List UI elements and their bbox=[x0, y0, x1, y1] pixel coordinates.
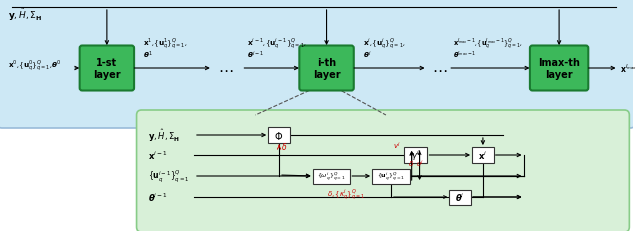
FancyBboxPatch shape bbox=[0, 0, 636, 128]
FancyBboxPatch shape bbox=[136, 110, 629, 231]
Text: 1-st
layer: 1-st layer bbox=[93, 58, 121, 79]
Text: $\delta$: $\delta$ bbox=[408, 158, 413, 167]
Text: $\mathbf{y},\hat{H},\Sigma_{\mathbf{H}}$: $\mathbf{y},\hat{H},\Sigma_{\mathbf{H}}$ bbox=[8, 6, 42, 23]
Text: $\Phi$: $\Phi$ bbox=[275, 129, 284, 141]
Text: $\mathbf{x}^{i}$: $\mathbf{x}^{i}$ bbox=[478, 149, 488, 161]
Text: $\mathbf{x}^{i-1}$: $\mathbf{x}^{i-1}$ bbox=[148, 149, 168, 161]
Text: $\boldsymbol{\theta}^{i-1}$: $\boldsymbol{\theta}^{i-1}$ bbox=[148, 191, 168, 203]
FancyBboxPatch shape bbox=[372, 169, 410, 184]
Text: $\mathbf{x}^{0}$,$\{\mathbf{u}^{0}_{q}\}^{Q}_{q=1}$,$\boldsymbol{\theta}^{0}$: $\mathbf{x}^{0}$,$\{\mathbf{u}^{0}_{q}\}… bbox=[8, 58, 61, 73]
FancyBboxPatch shape bbox=[268, 128, 290, 143]
Text: $\boldsymbol{\theta}^{i}$: $\boldsymbol{\theta}^{i}$ bbox=[456, 191, 465, 203]
Text: Imax-th
layer: Imax-th layer bbox=[538, 58, 580, 79]
Text: $\cdots$: $\cdots$ bbox=[218, 61, 233, 76]
Text: $\boldsymbol{\theta}^{i}$: $\boldsymbol{\theta}^{i}$ bbox=[363, 49, 372, 61]
FancyBboxPatch shape bbox=[530, 46, 588, 91]
Text: $\mathbf{y},\hat{H},\Sigma_{\mathbf{H}}$: $\mathbf{y},\hat{H},\Sigma_{\mathbf{H}}$ bbox=[148, 127, 180, 144]
FancyBboxPatch shape bbox=[313, 169, 350, 184]
Text: $\delta$: $\delta$ bbox=[281, 140, 287, 151]
Text: $\boldsymbol{\theta}^{i-1}$: $\boldsymbol{\theta}^{i-1}$ bbox=[248, 49, 265, 61]
FancyBboxPatch shape bbox=[449, 190, 471, 205]
FancyBboxPatch shape bbox=[404, 147, 428, 163]
Text: i-th
layer: i-th layer bbox=[313, 58, 340, 79]
FancyBboxPatch shape bbox=[472, 147, 494, 163]
Text: $\boldsymbol{\theta}^{1}$: $\boldsymbol{\theta}^{1}$ bbox=[143, 49, 153, 61]
Text: $\mathbf{x}^{i-1}$,$\{\mathbf{u}^{i-1}_{q}\}^{Q}_{q=1}$,: $\mathbf{x}^{i-1}$,$\{\mathbf{u}^{i-1}_{… bbox=[248, 36, 307, 51]
Text: $v^{i}$: $v^{i}$ bbox=[393, 140, 401, 151]
FancyBboxPatch shape bbox=[79, 46, 134, 91]
Text: $\{\mathbf{u}^{i}_{q}\}^{Q}_{q=1}$: $\{\mathbf{u}^{i}_{q}\}^{Q}_{q=1}$ bbox=[377, 170, 405, 182]
Text: $\gamma^{i}$: $\gamma^{i}$ bbox=[411, 148, 420, 162]
Text: $\mathbf{x}^{i}$,$\{\mathbf{u}^{i}_{q}\}^{Q}_{q=1}$,: $\mathbf{x}^{i}$,$\{\mathbf{u}^{i}_{q}\}… bbox=[363, 36, 406, 51]
FancyBboxPatch shape bbox=[300, 46, 354, 91]
Text: $\{\omega^{i}_{q}\}^{Q}_{q=1}$: $\{\omega^{i}_{q}\}^{Q}_{q=1}$ bbox=[317, 170, 346, 182]
Text: $\upsilon^{i}$: $\upsilon^{i}$ bbox=[416, 158, 424, 170]
Text: $\mathbf{x}^{1}$,$\{\mathbf{u}^{1}_{q}\}^{Q}_{q=1}$,: $\mathbf{x}^{1}$,$\{\mathbf{u}^{1}_{q}\}… bbox=[143, 36, 188, 51]
Text: $\boldsymbol{\theta}^{I_{max}-1}$: $\boldsymbol{\theta}^{I_{max}-1}$ bbox=[453, 49, 477, 61]
Text: $\cdots$: $\cdots$ bbox=[433, 61, 448, 76]
Text: $\delta,\{\kappa^{i}_{q}\}^{Q}_{q=1}$: $\delta,\{\kappa^{i}_{q}\}^{Q}_{q=1}$ bbox=[326, 186, 365, 201]
Text: $\mathbf{x}^{I_{max}}$: $\mathbf{x}^{I_{max}}$ bbox=[620, 63, 637, 75]
Text: $\{\mathbf{u}^{i-1}_{q}\}^{Q}_{q=1}$: $\{\mathbf{u}^{i-1}_{q}\}^{Q}_{q=1}$ bbox=[148, 168, 190, 184]
Text: $\mathbf{x}^{I_{max}-1}$,$\{\mathbf{u}^{I_{max}-1}_{q}\}^{Q}_{q=1}$,: $\mathbf{x}^{I_{max}-1}$,$\{\mathbf{u}^{… bbox=[453, 36, 523, 51]
